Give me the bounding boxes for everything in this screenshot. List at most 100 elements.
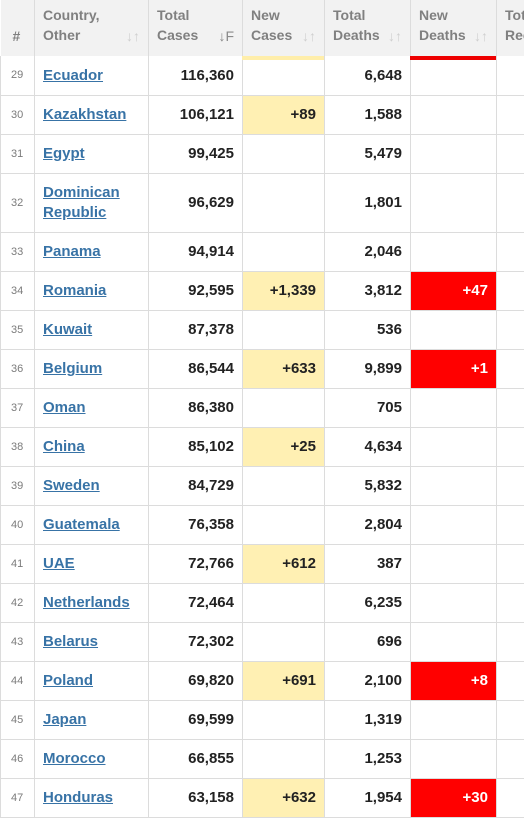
new-cases-cell bbox=[242, 56, 325, 96]
rank-cell: 40 bbox=[0, 504, 35, 545]
total-cases-cell: 69,820 bbox=[148, 660, 243, 701]
total-cases-cell: 106,121 bbox=[148, 94, 243, 135]
country-cell: Panama bbox=[34, 231, 149, 272]
header-country[interactable]: Country, Other ↓↑ bbox=[34, 0, 149, 56]
total-recovered-cell bbox=[496, 621, 524, 662]
total-deaths-cell: 536 bbox=[324, 309, 411, 350]
new-cases-cell bbox=[242, 309, 325, 350]
table-row: 37 Oman 86,380 705 bbox=[0, 387, 524, 428]
table-row: 40 Guatemala 76,358 2,804 bbox=[0, 504, 524, 545]
rank-cell: 32 bbox=[0, 172, 35, 233]
rank-cell: 45 bbox=[0, 699, 35, 740]
new-cases-cell bbox=[242, 582, 325, 623]
total-deaths-cell: 6,648 bbox=[324, 56, 411, 96]
total-recovered-cell bbox=[496, 777, 524, 818]
header-new-cases[interactable]: New Cases ↓↑ bbox=[242, 0, 325, 56]
new-cases-cell: +633 bbox=[242, 348, 325, 389]
new-cases-cell bbox=[242, 621, 325, 662]
total-deaths-cell: 1,253 bbox=[324, 738, 411, 779]
total-cases-cell: 94,914 bbox=[148, 231, 243, 272]
new-deaths-cell bbox=[410, 133, 497, 174]
country-link[interactable]: Japan bbox=[43, 711, 87, 728]
table-body: 29 Ecuador 116,360 6,648 30 Kazakhstan 106,121… bbox=[0, 56, 524, 818]
header-total-deaths[interactable]: Total Deaths ↓↑ bbox=[324, 0, 411, 56]
new-cases-cell bbox=[242, 133, 325, 174]
total-recovered-cell bbox=[496, 504, 524, 545]
table-row: 34 Romania 92,595 +1,339 3,812 +47 bbox=[0, 270, 524, 311]
total-cases-cell: 66,855 bbox=[148, 738, 243, 779]
country-cell: Ecuador bbox=[34, 56, 149, 96]
total-recovered-cell bbox=[496, 172, 524, 233]
total-recovered-cell bbox=[496, 348, 524, 389]
table-row: 38 China 85,102 +25 4,634 bbox=[0, 426, 524, 467]
country-cell: China bbox=[34, 426, 149, 467]
new-deaths-cell bbox=[410, 94, 497, 135]
rank-cell: 44 bbox=[0, 660, 35, 701]
header-rank[interactable]: # bbox=[0, 0, 35, 56]
total-deaths-cell: 1,588 bbox=[324, 94, 411, 135]
new-cases-cell bbox=[242, 504, 325, 545]
country-link[interactable]: Poland bbox=[43, 672, 94, 689]
header-total-recovered[interactable]: Tot Rec bbox=[496, 0, 524, 56]
header-new-deaths[interactable]: New Deaths ↓↑ bbox=[410, 0, 497, 56]
total-deaths-cell: 2,804 bbox=[324, 504, 411, 545]
country-cell: Sweden bbox=[34, 465, 149, 506]
new-deaths-cell bbox=[410, 387, 497, 428]
total-deaths-cell: 705 bbox=[324, 387, 411, 428]
country-link[interactable]: Oman bbox=[43, 399, 86, 416]
country-link[interactable]: Honduras bbox=[43, 789, 114, 806]
sort-icon: ↓↑ bbox=[388, 28, 402, 44]
sort-icon: ↓↑ bbox=[126, 28, 140, 44]
sort-icon: ↓↑ bbox=[302, 28, 316, 44]
total-cases-cell: 63,158 bbox=[148, 777, 243, 818]
table-row: 35 Kuwait 87,378 536 bbox=[0, 309, 524, 350]
country-link[interactable]: China bbox=[43, 438, 85, 455]
rank-cell: 30 bbox=[0, 94, 35, 135]
country-link[interactable]: Kazakhstan bbox=[43, 106, 127, 123]
country-link[interactable]: Egypt bbox=[43, 145, 85, 162]
country-link[interactable]: Ecuador bbox=[43, 66, 104, 84]
total-cases-cell: 116,360 bbox=[148, 56, 243, 96]
total-cases-cell: 72,766 bbox=[148, 543, 243, 584]
country-cell: Romania bbox=[34, 270, 149, 311]
total-cases-cell: 92,595 bbox=[148, 270, 243, 311]
header-total-cases[interactable]: Total Cases ↓F bbox=[148, 0, 243, 56]
country-link[interactable]: Romania bbox=[43, 282, 107, 299]
country-link[interactable]: Guatemala bbox=[43, 516, 120, 533]
country-link[interactable]: Netherlands bbox=[43, 594, 130, 611]
country-link[interactable]: Belgium bbox=[43, 360, 103, 377]
total-deaths-cell: 3,812 bbox=[324, 270, 411, 311]
country-cell: Poland bbox=[34, 660, 149, 701]
table-row: 46 Morocco 66,855 1,253 bbox=[0, 738, 524, 779]
new-deaths-cell bbox=[410, 543, 497, 584]
table-row: 33 Panama 94,914 2,046 bbox=[0, 231, 524, 272]
country-cell: Kazakhstan bbox=[34, 94, 149, 135]
table-row: 44 Poland 69,820 +691 2,100 +8 bbox=[0, 660, 524, 701]
country-link[interactable]: Kuwait bbox=[43, 321, 93, 338]
rank-cell: 33 bbox=[0, 231, 35, 272]
total-deaths-cell: 387 bbox=[324, 543, 411, 584]
total-recovered-cell bbox=[496, 309, 524, 350]
total-cases-cell: 86,544 bbox=[148, 348, 243, 389]
country-link[interactable]: Sweden bbox=[43, 477, 100, 494]
rank-cell: 38 bbox=[0, 426, 35, 467]
country-link[interactable]: Belarus bbox=[43, 633, 99, 650]
table-row: 45 Japan 69,599 1,319 bbox=[0, 699, 524, 740]
total-deaths-cell: 6,235 bbox=[324, 582, 411, 623]
total-deaths-cell: 1,801 bbox=[324, 172, 411, 233]
total-recovered-cell bbox=[496, 270, 524, 311]
new-cases-cell: +89 bbox=[242, 94, 325, 135]
country-link[interactable]: UAE bbox=[43, 555, 75, 572]
total-recovered-cell bbox=[496, 465, 524, 506]
rank-cell: 34 bbox=[0, 270, 35, 311]
total-recovered-cell bbox=[496, 582, 524, 623]
country-link[interactable]: Panama bbox=[43, 243, 101, 260]
rank-cell: 36 bbox=[0, 348, 35, 389]
country-cell: Oman bbox=[34, 387, 149, 428]
country-link[interactable]: Dominican Republic bbox=[43, 183, 120, 221]
new-cases-cell: +612 bbox=[242, 543, 325, 584]
country-link[interactable]: Morocco bbox=[43, 750, 106, 767]
rank-cell: 47 bbox=[0, 777, 35, 818]
total-cases-cell: 99,425 bbox=[148, 133, 243, 174]
total-cases-cell: 76,358 bbox=[148, 504, 243, 545]
